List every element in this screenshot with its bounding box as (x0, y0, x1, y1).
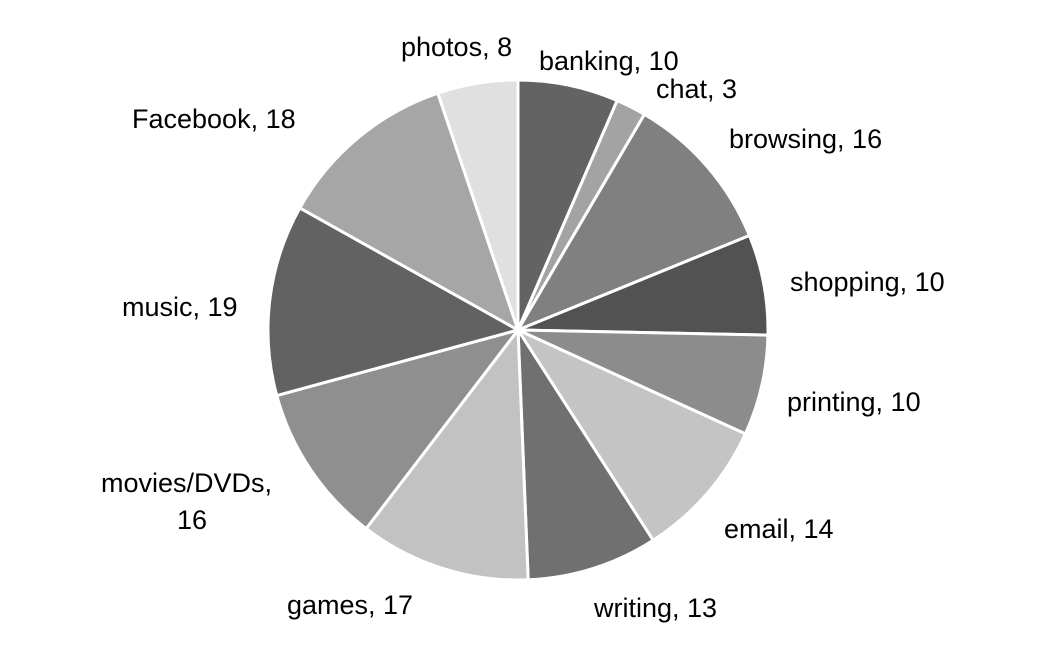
slice-label-line: chat, 3 (656, 74, 737, 104)
slice-label-line: music, 19 (122, 292, 238, 322)
pie-slice-browsing (516, 112, 751, 332)
slice-label-line: browsing, 16 (729, 124, 882, 154)
pie-slice-writing (516, 328, 655, 582)
slice-label-line: email, 14 (724, 514, 834, 544)
slice-label-email: email, 14 (724, 514, 834, 544)
slice-label-shopping: shopping, 10 (790, 267, 945, 297)
slice-label-line: 16 (177, 505, 207, 535)
slice-label-photos: photos, 8 (401, 32, 512, 62)
slice-label-chat: chat, 3 (656, 74, 737, 104)
pie-slice-facebook (298, 91, 520, 332)
slice-label-line: photos, 8 (401, 32, 512, 62)
slice-label-line: writing, 13 (593, 593, 717, 623)
slice-label-music: music, 19 (122, 292, 238, 322)
pie-slice-photos (436, 78, 520, 332)
pie-slice-music (266, 206, 520, 398)
slice-label-line: Facebook, 18 (132, 104, 296, 134)
slice-label-printing: printing, 10 (787, 387, 921, 417)
slice-label-writing: writing, 13 (593, 593, 717, 623)
slice-label-line: games, 17 (287, 590, 413, 620)
slice-label-facebook: Facebook, 18 (132, 104, 296, 134)
slice-label-line: shopping, 10 (790, 267, 945, 297)
pie-slice-games (364, 328, 530, 582)
slice-label-line: movies/DVDs, (101, 468, 272, 498)
slice-label-line: banking, 10 (539, 46, 679, 76)
pie-slices (266, 78, 770, 582)
pie-slice-email (516, 328, 747, 542)
slice-label-banking: banking, 10 (539, 46, 679, 76)
slice-label-browsing: browsing, 16 (729, 124, 882, 154)
slice-label-line: printing, 10 (787, 387, 921, 417)
slice-label-movies-dvds: movies/DVDs, 16 (101, 468, 272, 535)
slice-label-games: games, 17 (287, 590, 413, 620)
